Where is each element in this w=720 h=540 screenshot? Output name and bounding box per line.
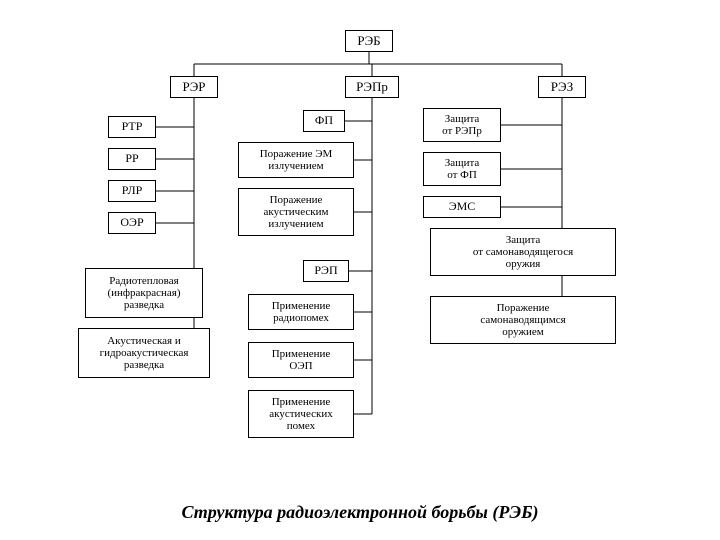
node-ems: ЭМС xyxy=(423,196,501,218)
node-ir: Радиотепловая (инфракрасная) разведка xyxy=(85,268,203,318)
node-rtr: РТР xyxy=(108,116,156,138)
node-rp: Применение радиопомех xyxy=(248,294,354,330)
node-rez: РЭЗ xyxy=(538,76,586,98)
node-reb: РЭБ xyxy=(345,30,393,52)
node-zrepr: Защита от РЭПр xyxy=(423,108,501,142)
node-rlr: РЛР xyxy=(108,180,156,202)
node-rr: РР xyxy=(108,148,156,170)
node-rer: РЭР xyxy=(170,76,218,98)
node-ak: Акустическая и гидроакустическая разведк… xyxy=(78,328,210,378)
node-em: Поражение ЭМ излучением xyxy=(238,142,354,178)
node-rep: РЭП xyxy=(303,260,349,282)
node-pso: Поражение самонаводящимся оружием xyxy=(430,296,616,344)
node-repr: РЭПр xyxy=(345,76,399,98)
diagram-caption: Структура радиоэлектронной борьбы (РЭБ) xyxy=(110,502,610,530)
node-ap: Применение акустических помех xyxy=(248,390,354,438)
node-oer: ОЭР xyxy=(108,212,156,234)
diagram-stage: РЭБ РЭР РЭПр РЭЗ РТР РР РЛР ОЭР Радиотепловая (и… xyxy=(0,0,720,540)
node-aku: Поражение акустическим излучением xyxy=(238,188,354,236)
node-oep: Применение ОЭП xyxy=(248,342,354,378)
node-zfp: Защита от ФП xyxy=(423,152,501,186)
node-fp: ФП xyxy=(303,110,345,132)
node-zso: Защита от самонаводящегося оружия xyxy=(430,228,616,276)
